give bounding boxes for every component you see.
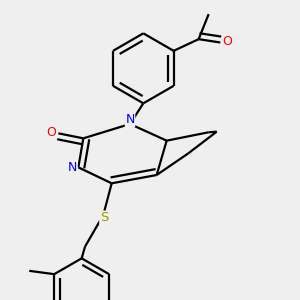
Text: N: N — [68, 161, 77, 174]
Text: N: N — [125, 113, 135, 127]
Text: S: S — [100, 211, 108, 224]
Text: O: O — [46, 126, 56, 139]
Text: O: O — [223, 35, 232, 48]
